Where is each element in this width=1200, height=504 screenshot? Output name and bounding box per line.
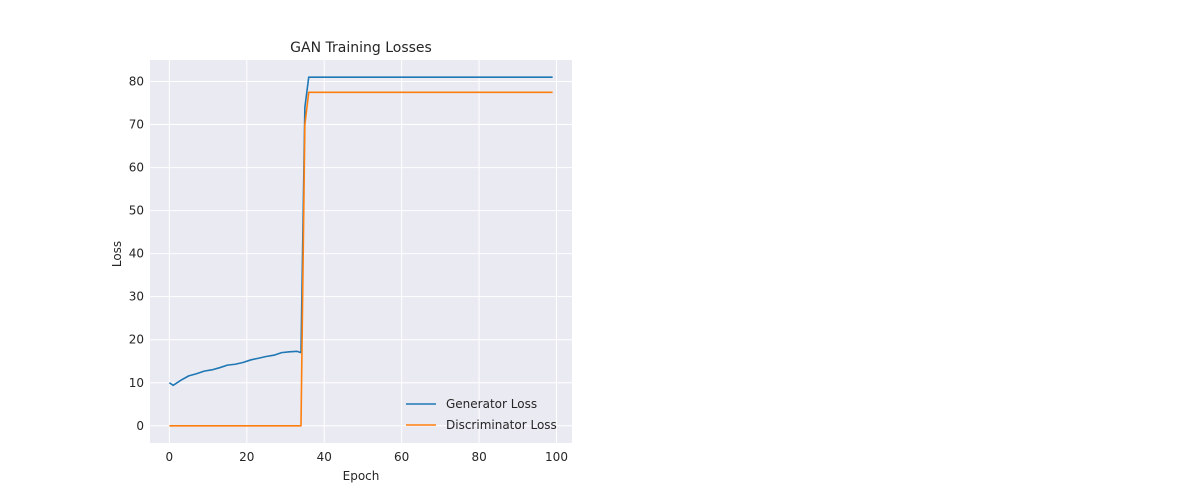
- x-tick-label: 80: [471, 450, 486, 464]
- legend-label: Discriminator Loss: [446, 418, 557, 432]
- plot-area: [150, 60, 572, 443]
- y-tick-label: 10: [129, 376, 144, 390]
- y-tick-label: 50: [129, 204, 144, 218]
- y-tick-label: 0: [136, 419, 144, 433]
- y-tick-label: 60: [129, 161, 144, 175]
- x-tick-label: 60: [394, 450, 409, 464]
- legend-label: Generator Loss: [446, 397, 537, 411]
- x-tick-label: 40: [317, 450, 332, 464]
- y-tick-label: 80: [129, 75, 144, 89]
- x-axis-label: Epoch: [343, 469, 380, 483]
- series-line-generator-loss: [168, 76, 553, 387]
- y-axis-label: Loss: [110, 241, 124, 267]
- x-tick-label: 0: [166, 450, 174, 464]
- series-line-discriminator-loss: [169, 91, 553, 427]
- y-tick-label: 30: [129, 290, 144, 304]
- chart-title: GAN Training Losses: [290, 40, 432, 56]
- y-tick-label: 20: [129, 333, 144, 347]
- y-tick-label: 40: [129, 247, 144, 261]
- y-tick-label: 70: [129, 118, 144, 132]
- legend: Generator Loss Discriminator Loss: [406, 397, 557, 432]
- x-tick-label: 100: [545, 450, 568, 464]
- x-tick-label: 20: [239, 450, 254, 464]
